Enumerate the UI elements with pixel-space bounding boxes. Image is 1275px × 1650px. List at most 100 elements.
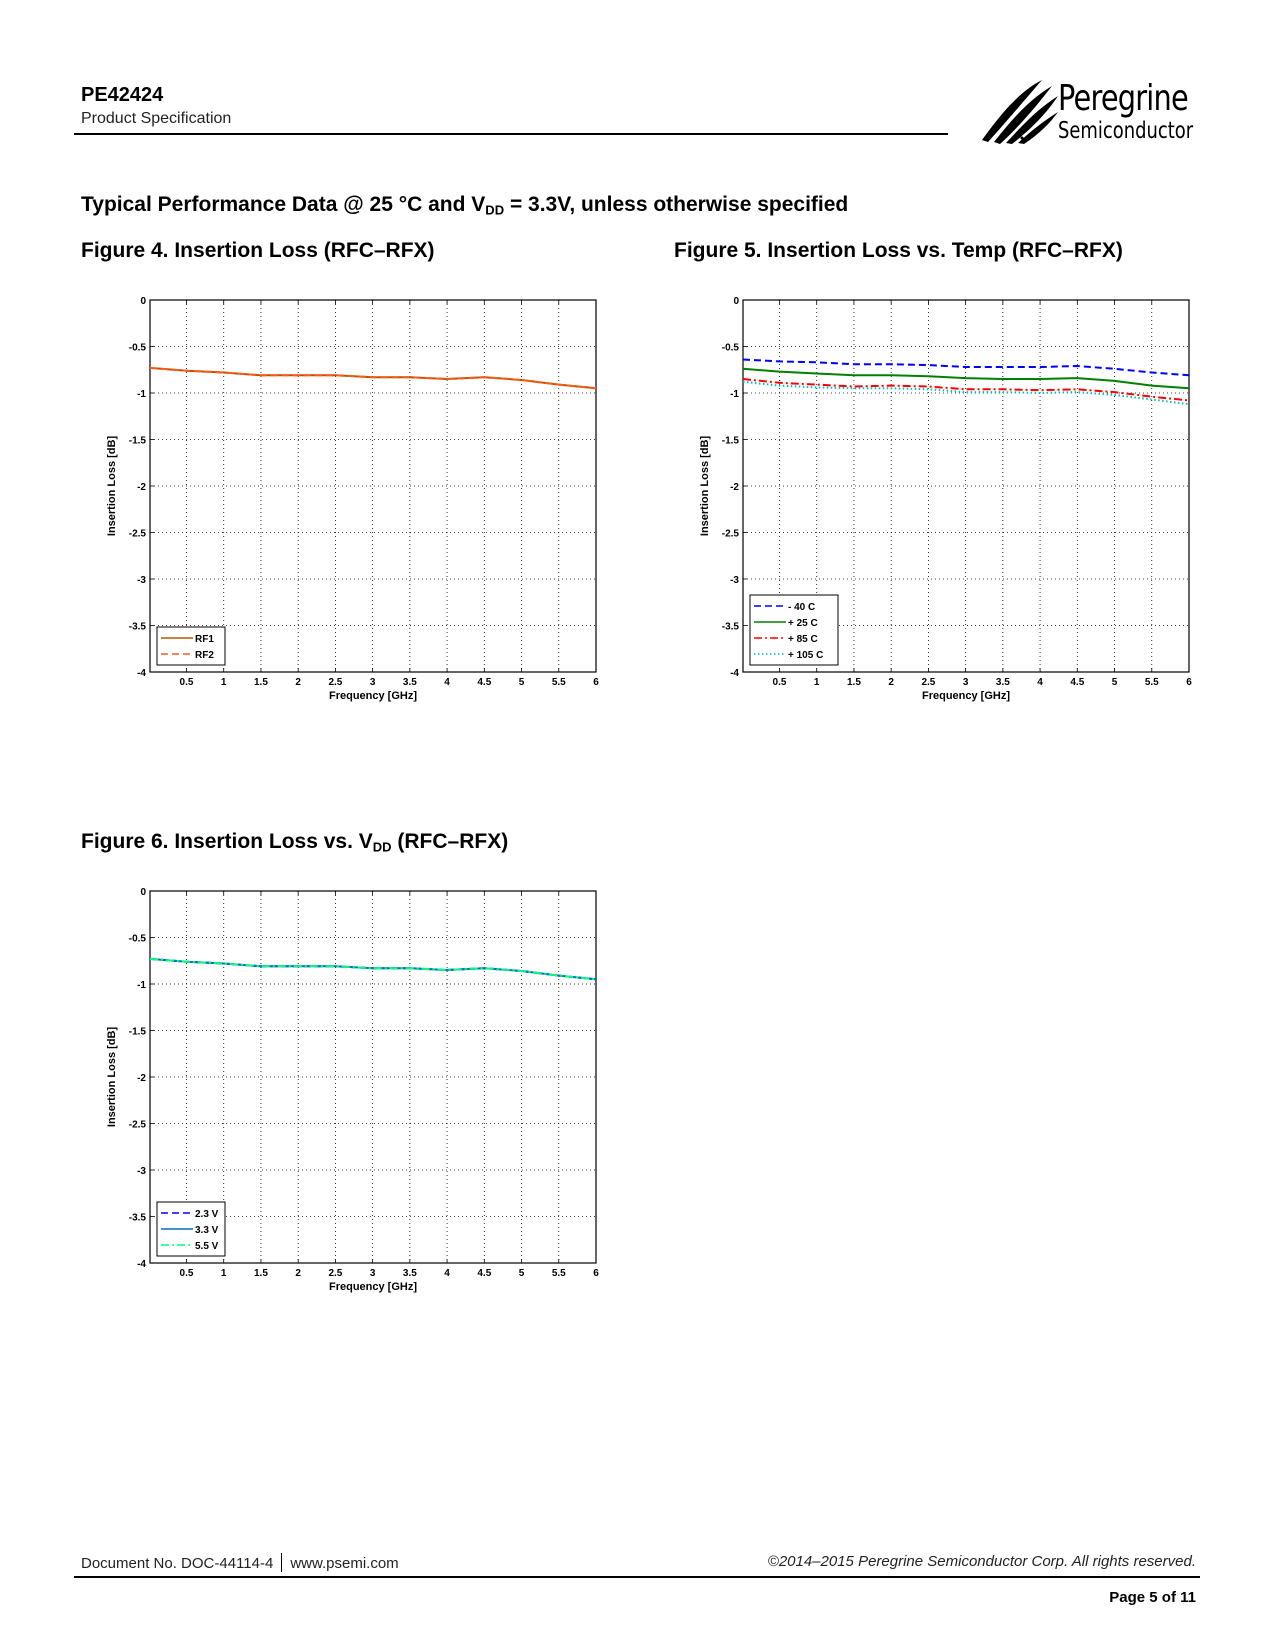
x-tick-label: 0.5 — [773, 677, 787, 688]
footer-divider — [74, 1576, 1200, 1578]
y-tick-label: -3.5 — [722, 622, 740, 633]
legend-label: RF2 — [195, 650, 214, 661]
x-tick-label: 2.5 — [328, 1268, 342, 1279]
section-title-text: Typical Performance Data @ 25 °C and V — [81, 193, 486, 216]
x-axis-label: Frequency [GHz] — [329, 690, 417, 702]
x-tick-label: 1 — [814, 677, 820, 688]
y-tick-label: -2.5 — [722, 529, 740, 540]
plot-area — [149, 890, 597, 1264]
x-axis-label: Frequency [GHz] — [922, 690, 1010, 702]
figure-6-title-text-end: (RFC–RFX) — [391, 830, 509, 853]
peregrine-claw-logo-icon — [982, 80, 1058, 144]
legend-label: + 105 C — [788, 650, 823, 661]
x-tick-label: 2.5 — [921, 677, 935, 688]
x-tick-label: 4 — [1037, 677, 1043, 688]
x-tick-label: 4.5 — [477, 677, 491, 688]
x-tick-label: 5 — [519, 677, 525, 688]
legend — [749, 594, 839, 666]
footer-left: Document No. DOC-44114-4 www.psemi.com — [81, 1553, 399, 1572]
legend-label: 3.3 V — [195, 1225, 219, 1236]
x-tick-label: 3.5 — [996, 677, 1010, 688]
x-tick-label: 2 — [295, 677, 301, 688]
x-tick-label: 5 — [1112, 677, 1118, 688]
x-tick-label: 0.5 — [180, 677, 194, 688]
logo-text-semiconductor: Semiconductor — [1058, 118, 1194, 144]
series-line — [149, 366, 597, 390]
legend-label: + 25 C — [788, 618, 818, 629]
figure-6-title-text: Figure 6. Insertion Loss vs. V — [81, 830, 373, 853]
website-link[interactable]: www.psemi.com — [290, 1555, 399, 1572]
document-type: Product Specification — [81, 110, 232, 127]
y-tick-label: -2 — [137, 482, 146, 493]
y-tick-label: -0.5 — [129, 934, 147, 945]
y-tick-label: -3 — [137, 1166, 146, 1177]
x-tick-label: 1.5 — [847, 677, 861, 688]
plot-area — [742, 299, 1190, 673]
legend — [156, 626, 226, 666]
y-tick-label: -1 — [137, 389, 146, 400]
y-tick-label: -0.5 — [722, 343, 740, 354]
header-divider — [74, 133, 948, 135]
document-number: Document No. DOC-44114-4 — [81, 1555, 274, 1572]
x-tick-label: 4 — [444, 1268, 450, 1279]
figure-4-chart: 0.5 1 1.5 2 2.5 3 3.5 4 4.5 5 5.5 6 0 -0.5 -1 -1.5 -2 -2.… — [100, 290, 600, 710]
x-tick-label: 0.5 — [180, 1268, 194, 1279]
y-tick-label: 0 — [733, 296, 739, 307]
part-number: PE42424 — [81, 84, 164, 106]
legend-label: + 85 C — [788, 634, 818, 645]
y-tick-label: -4 — [137, 668, 146, 679]
x-tick-label: 4.5 — [477, 1268, 491, 1279]
x-tick-label: 3 — [370, 677, 376, 688]
x-tick-label: 6 — [1186, 677, 1192, 688]
y-tick-label: 0 — [140, 887, 146, 898]
y-tick-label: 0 — [140, 296, 146, 307]
x-tick-label: 5 — [519, 1268, 525, 1279]
plot-area — [149, 299, 597, 673]
section-title-text-end: = 3.3V, unless otherwise specified — [504, 193, 849, 216]
x-axis-label: Frequency [GHz] — [329, 1281, 417, 1293]
x-tick-label: 3 — [370, 1268, 376, 1279]
x-tick-label: 1 — [221, 1268, 227, 1279]
figure-5-chart: 0.5 1 1.5 2 2.5 3 3.5 4 4.5 5 5.5 6 0 -0.5 -1 -1.5 -2 -2.… — [693, 290, 1193, 710]
section-title-subscript: DD — [485, 202, 505, 218]
x-tick-label: 3.5 — [403, 1268, 417, 1279]
x-tick-label: 5.5 — [1145, 677, 1159, 688]
legend-label: 2.3 V — [195, 1209, 219, 1220]
y-tick-label: -0.5 — [129, 343, 147, 354]
x-tick-label: 2 — [888, 677, 894, 688]
page-number: Page 5 of 11 — [1109, 1589, 1196, 1606]
series-line — [742, 358, 1190, 377]
x-tick-label: 1.5 — [254, 677, 268, 688]
y-tick-label: -3.5 — [129, 1213, 147, 1224]
y-axis-label: Insertion Loss [dB] — [699, 436, 711, 537]
y-axis-label: Insertion Loss [dB] — [106, 1027, 118, 1128]
x-tick-label: 2 — [295, 1268, 301, 1279]
y-tick-label: -2.5 — [129, 529, 147, 540]
y-tick-label: -1 — [730, 389, 739, 400]
legend-label: - 40 C — [788, 602, 815, 613]
x-tick-label: 2.5 — [328, 677, 342, 688]
x-tick-label: 1 — [221, 677, 227, 688]
x-tick-label: 6 — [593, 677, 599, 688]
figure-5-title: Figure 5. Insertion Loss vs. Temp (RFC–R… — [674, 239, 1123, 262]
x-tick-label: 1.5 — [254, 1268, 268, 1279]
x-tick-label: 3 — [963, 677, 969, 688]
y-tick-label: -2.5 — [129, 1120, 147, 1131]
y-tick-label: -1.5 — [129, 436, 147, 447]
y-tick-label: -3 — [730, 575, 739, 586]
y-tick-label: -4 — [137, 1259, 146, 1270]
section-title: Typical Performance Data @ 25 °C and VDD… — [81, 193, 848, 217]
company-logo: Peregrine Semiconductor — [980, 78, 1210, 148]
series-line — [742, 378, 1190, 402]
x-tick-label: 4.5 — [1070, 677, 1084, 688]
y-axis-label: Insertion Loss [dB] — [106, 436, 118, 537]
copyright: ©2014–2015 Peregrine Semiconductor Corp.… — [767, 1553, 1196, 1570]
y-tick-label: -3 — [137, 575, 146, 586]
series-line — [742, 367, 1190, 390]
series-line — [149, 957, 597, 981]
figure-6-chart: 0.5 1 1.5 2 2.5 3 3.5 4 4.5 5 5.5 6 0 -0.5 -1 -1.5 -2 -2.… — [100, 881, 600, 1301]
y-tick-label: -3.5 — [129, 622, 147, 633]
x-tick-label: 5.5 — [552, 677, 566, 688]
x-tick-label: 4 — [444, 677, 450, 688]
y-tick-label: -1 — [137, 980, 146, 991]
